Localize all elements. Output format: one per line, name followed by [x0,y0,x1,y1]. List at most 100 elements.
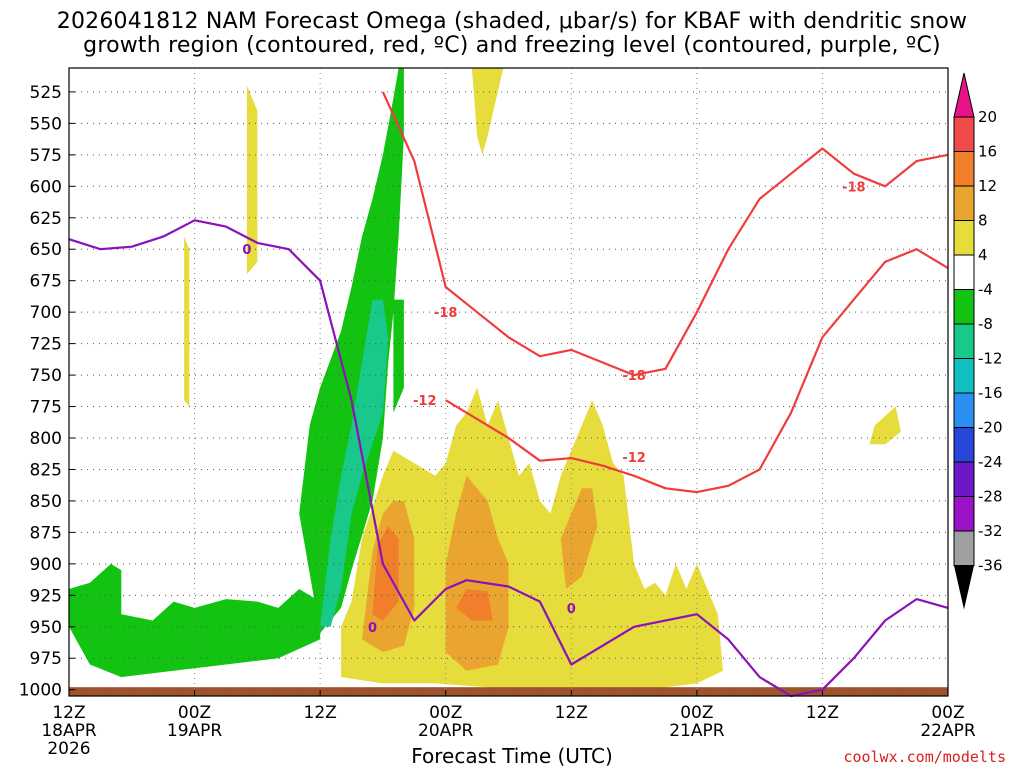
dgz-label: -18 [842,180,866,195]
colorbar-label: 16 [978,143,997,161]
y-tick-label: 550 [30,114,62,134]
plot-frame [68,67,949,697]
colorbar-segment [953,151,975,187]
colorbar-segment [953,185,975,221]
omega-neg-low-left [69,563,321,678]
colorbar-label: 20 [978,108,997,126]
colorbar-segment [953,427,975,463]
contour-lines: 0 0 0 -18 -18 -18 -12 -12 [68,91,949,698]
omega-pos-thin-yellow [184,236,190,407]
chart-title-line1: 2026041812 NAM Forecast Omega (shaded, μ… [56,9,968,34]
omega-pos-right-blob [869,406,901,445]
x-axis-title: Forecast Time (UTC) [411,744,613,768]
x-tick-label-date: 22APR [920,721,976,741]
credit-link[interactable]: coolwx.com/modelts [843,748,1006,766]
y-tick-label: 700 [30,303,62,323]
dgz-label: -18 [434,306,458,321]
dgz-label: -12 [622,451,646,466]
x-tick-label-year: 2026 [47,739,90,759]
colorbar-segment [953,323,975,359]
y-axis-labels: 525 550 575 600 625 650 675 700 725 750 775 800 825 8… [19,83,62,701]
y-tick-label: 525 [30,83,62,103]
y-tick-label: 925 [30,586,62,606]
y-tick-label: 900 [30,555,62,575]
colorbar-label: -12 [978,350,1003,368]
contour--12-c-isotherm [445,248,949,494]
x-tick-label-time: 00Z [931,703,964,723]
y-tick-label: 825 [30,460,62,480]
y-tick-label: 975 [30,649,62,669]
colorbar-label: -20 [978,419,1003,437]
colorbar-segment [953,220,975,256]
colorbar-segment [953,392,975,428]
colorbar-label: -4 [978,281,993,299]
contour-freezing-level-0-c- [68,219,949,698]
omega-pos-upper-yellow [246,85,258,275]
dgz-label: -18 [622,369,646,384]
colorbar-segment [953,358,975,394]
omega-pos-main [341,387,723,690]
x-tick-label-time: 12Z [52,703,85,723]
x-tick-label-date: 18APR [41,721,97,741]
omega-pos-peak-b [456,589,493,621]
omega-pos-orange-mid [445,475,509,671]
omega-pos-orange-right [560,488,598,589]
x-tick-label-time: 00Z [429,703,462,723]
x-tick-label-time: 12Z [555,703,588,723]
y-tick-label: 675 [30,272,62,292]
colorbar-label: -36 [978,557,1003,575]
x-tick-label-time: 12Z [806,703,839,723]
freezing-label: 0 [242,243,251,258]
y-tick-label: 575 [30,146,62,166]
y-tick-label: 800 [30,429,62,449]
dgz-label: -12 [413,394,437,409]
omega-shading [69,68,948,696]
colorbar-segment [953,461,975,497]
colorbar-label: -16 [978,384,1003,402]
y-tick-label: 1000 [19,681,62,701]
colorbar-segment [953,254,975,290]
x-tick-label-time: 00Z [178,703,211,723]
y-tick-label: 650 [30,240,62,260]
colorbar-label: -24 [978,453,1003,471]
contour--18-c-isotherm [381,91,949,377]
y-tick-label: 600 [30,177,62,197]
y-tick-label: 625 [30,209,62,229]
omega-neg-core [320,299,389,627]
colorbar: 20 16 12 8 4 -4 -8 -12 -16 -20 -24 -28 -32 -36 [953,72,1003,610]
colorbar-segment [953,116,975,152]
freezing-label: 0 [368,621,377,636]
colorbar-label: -8 [978,315,993,333]
colorbar-label: 8 [978,212,988,230]
x-tick-label-time: 12Z [304,703,337,723]
colorbar-segment [953,530,975,566]
terrain-ground [69,687,948,696]
grid-lines [68,68,949,696]
omega-neg-column [299,68,404,634]
colorbar-label: 4 [978,246,988,264]
x-tick-label-date: 20APR [418,721,474,741]
colorbar-top-arrow [953,72,975,118]
y-tick-label: 775 [30,398,62,418]
colorbar-label: -32 [978,522,1003,540]
colorbar-segment [953,496,975,532]
x-tick-label-date: 21APR [669,721,725,741]
omega-pos-peak-a [372,526,399,621]
colorbar-bottom-arrow [954,565,974,610]
omega-pos-top-yellow [471,68,504,155]
y-tick-label: 950 [30,618,62,638]
chart-title-line2: growth region (contoured, red, ºC) and f… [83,33,941,58]
freezing-label: 0 [567,602,576,617]
colorbar-label: -28 [978,488,1003,506]
colorbar-segment [953,289,975,325]
omega-neg-green-right [393,299,404,413]
x-tick-label-time: 00Z [680,703,713,723]
y-tick-label: 725 [30,335,62,355]
x-tick-label-date: 19APR [167,721,223,741]
colorbar-label: 12 [978,177,997,195]
y-tick-label: 750 [30,366,62,386]
y-tick-label: 875 [30,523,62,543]
y-tick-label: 850 [30,492,62,512]
